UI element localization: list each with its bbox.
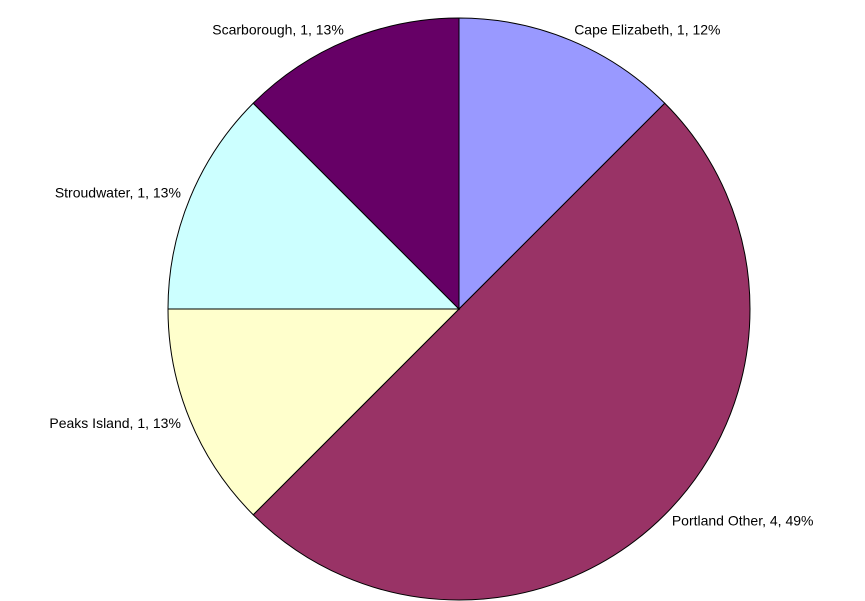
pie-slice (167, 102, 461, 310)
pie-slice (167, 308, 461, 516)
data-label: Peaks Island, 1, 13% (49, 415, 181, 431)
data-label: Portland Other, 4, 49% (672, 513, 814, 529)
pie-slice (458, 17, 666, 311)
pie-slice (252, 102, 751, 601)
data-label: Stroudwater, 1, 13% (55, 185, 181, 201)
data-label: Cape Elizabeth, 1, 12% (574, 22, 720, 38)
data-label: Scarborough, 1, 13% (212, 22, 344, 38)
pie-slice (252, 17, 460, 311)
